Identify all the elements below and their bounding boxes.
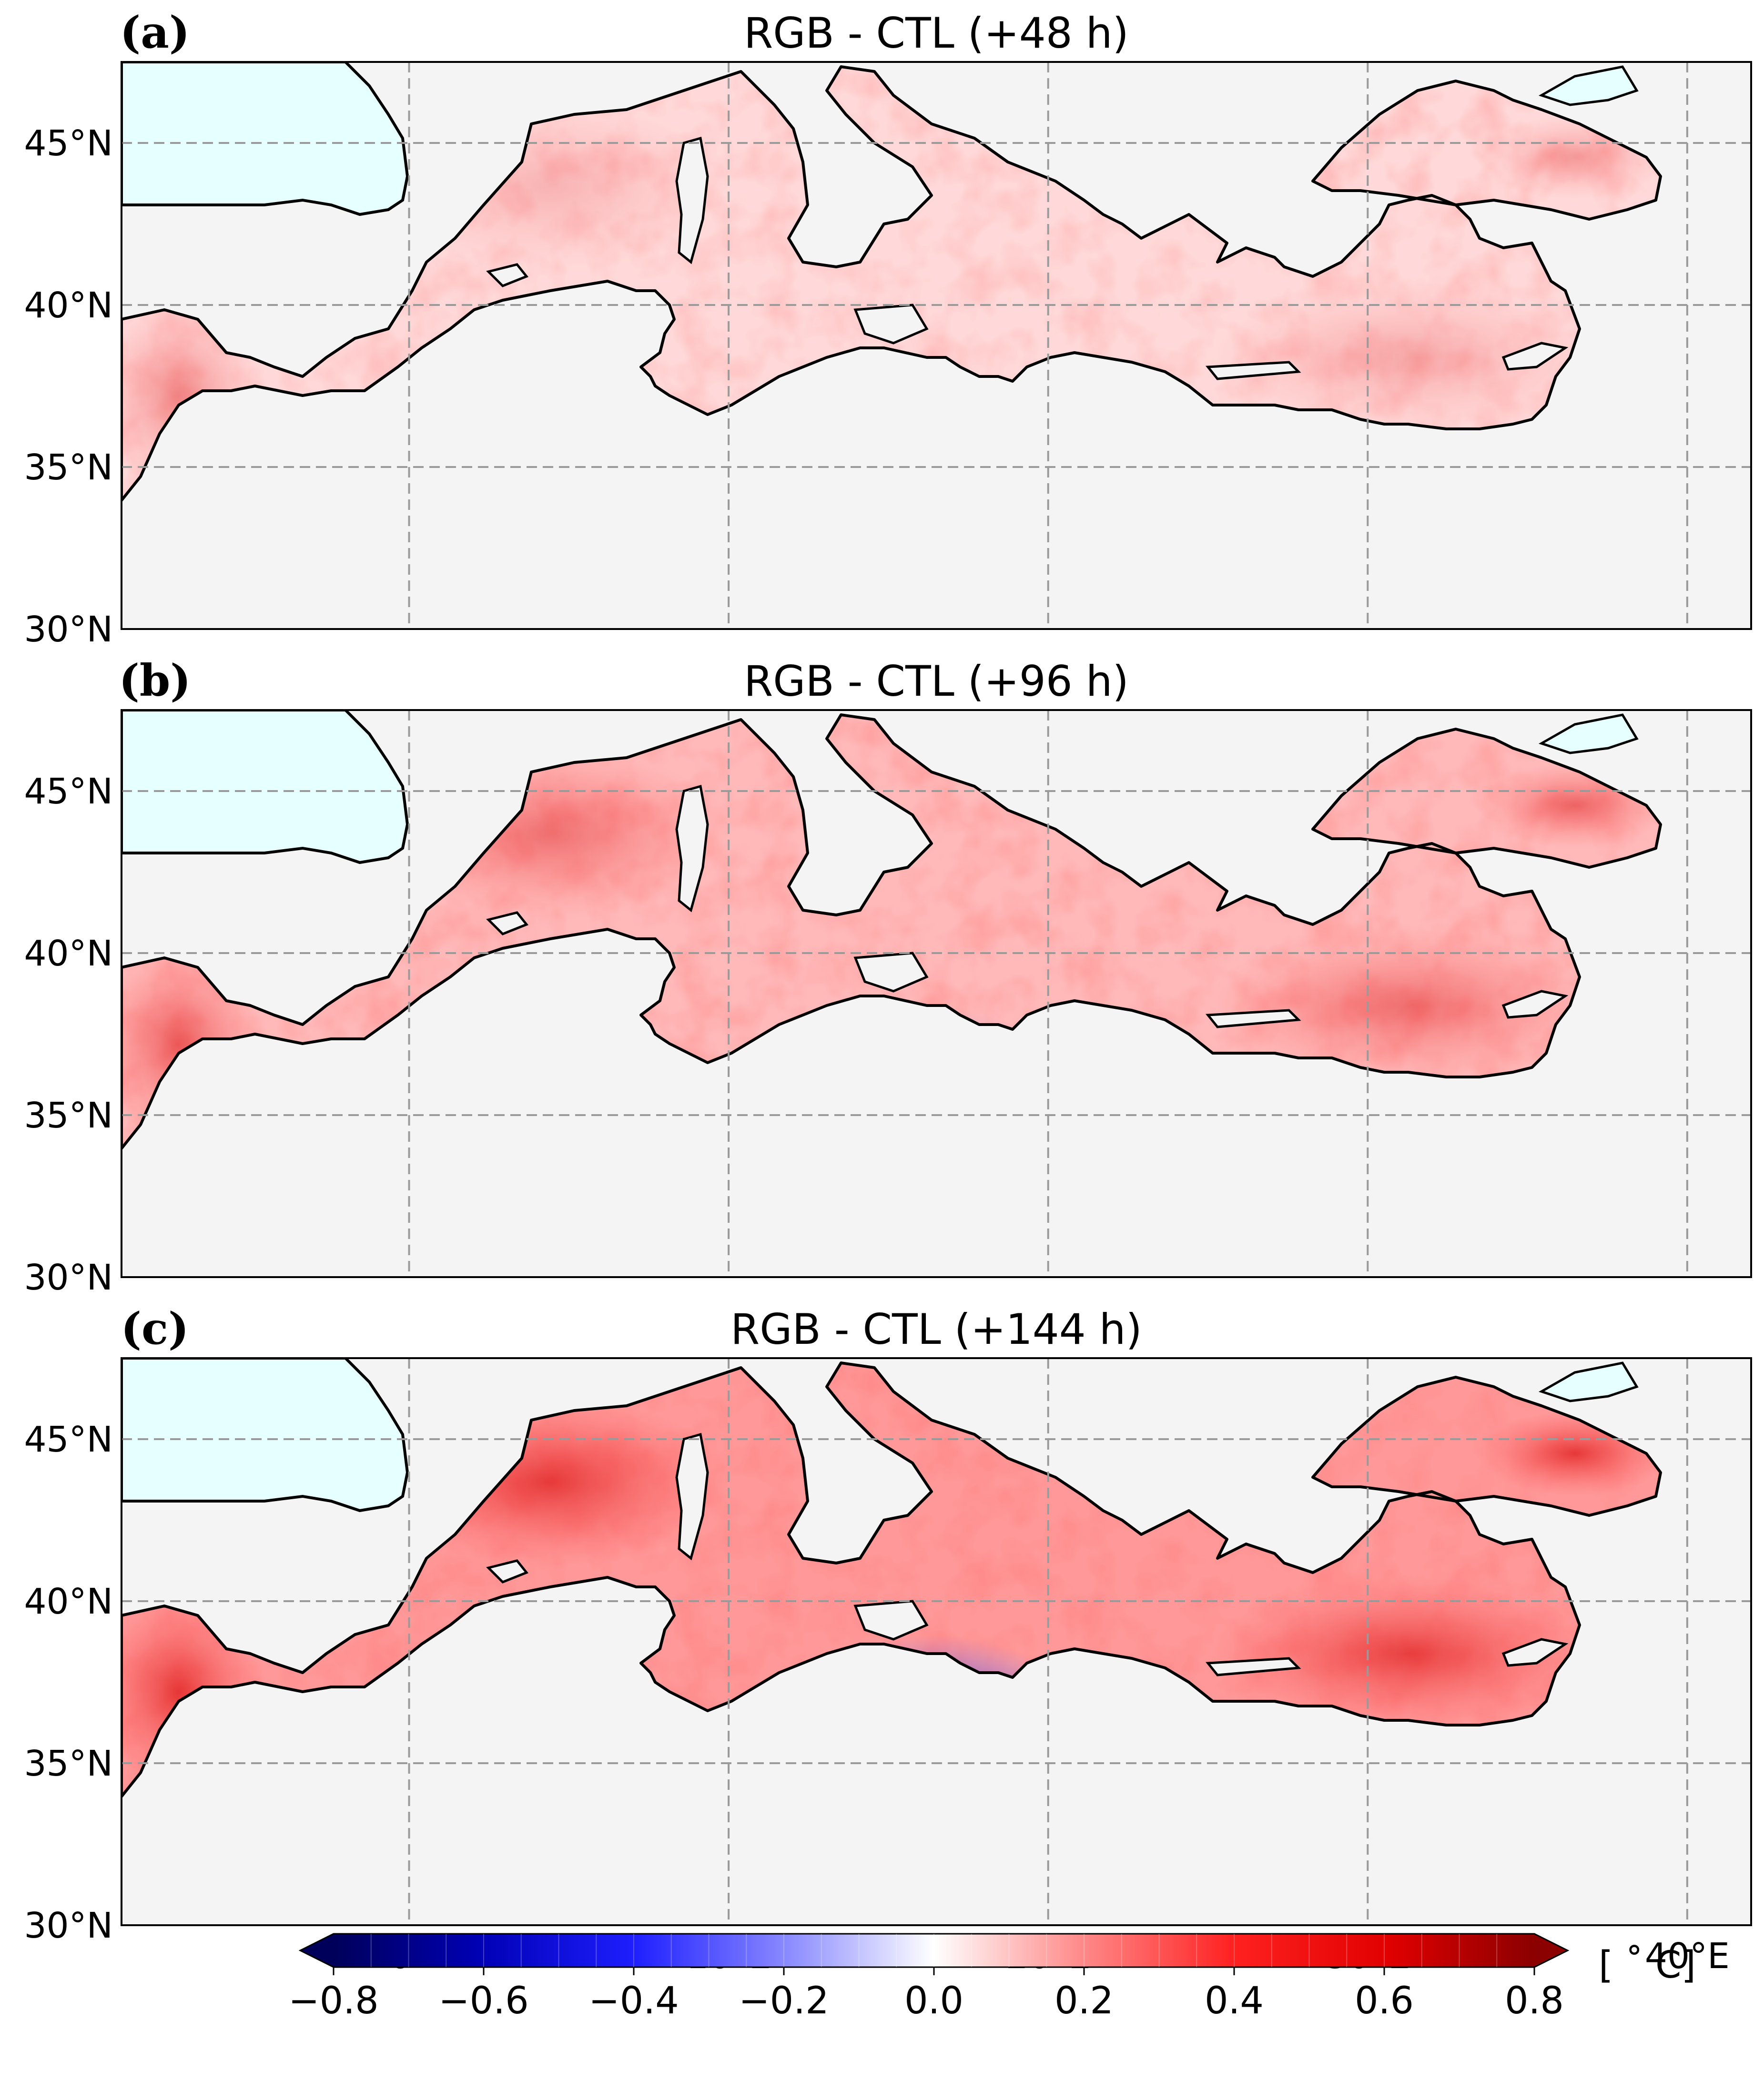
crete [1206, 361, 1301, 380]
panel-label: (a) [120, 7, 190, 58]
atlantic-ocean [122, 1358, 407, 1511]
lat-tick-label: 35°N [24, 1095, 113, 1136]
colorbar-unit: [ ˚ C] [1599, 1944, 1696, 1987]
panel-title: RGB - CTL (+96 h) [744, 657, 1129, 706]
map-panel: 45°N 40°N 35°N 30°N RGB - CTL (+48 h) (a) [24, 7, 1752, 650]
lat-tick-label: 35°N [24, 1743, 113, 1784]
crete [1206, 1657, 1301, 1676]
colorbar-tick-label: −0.6 [438, 1980, 528, 2022]
corsica-sardinia [675, 784, 709, 913]
colorbar-min-extend [300, 1934, 334, 1967]
colorbar-tick-label: 0.8 [1505, 1980, 1564, 2022]
atlantic-ocean [122, 62, 407, 214]
lat-tick-label: 40°N [24, 285, 113, 326]
colorbar-tick-label: −0.8 [288, 1980, 378, 2022]
colorbar-tick-label: −0.2 [739, 1980, 829, 2022]
balearic-islands [486, 263, 529, 287]
lat-tick-label: 40°N [24, 1581, 113, 1622]
sea-of-azov [1538, 1361, 1639, 1402]
balearic-islands [486, 911, 529, 935]
panel-title: RGB - CTL (+48 h) [744, 9, 1129, 58]
lat-tick-label: 45°N [24, 1419, 113, 1460]
panel-frame [121, 709, 1752, 1278]
balearic-islands [486, 1559, 529, 1584]
sea-of-azov [1538, 65, 1639, 106]
atlantic-ocean [122, 710, 407, 863]
sea-of-azov [1538, 713, 1639, 754]
lat-tick-label: 35°N [24, 447, 113, 488]
cyprus [1501, 990, 1569, 1019]
map-panel: 45°N 40°N 35°N 30°N RGB - CTL (+96 h) (b) [24, 655, 1752, 1298]
lat-tick-label: 45°N [24, 123, 113, 164]
panel-frame [121, 1357, 1752, 1926]
colorbar-tick-label: −0.4 [588, 1980, 679, 2022]
lat-tick-label: 30°N [24, 1905, 113, 1946]
cyprus [1501, 1638, 1569, 1667]
colorbar-tick-label: 0.0 [904, 1980, 963, 2022]
lon-tick-label: 40°E [1645, 1936, 1730, 1977]
lat-tick-label: 45°N [24, 771, 113, 812]
colorbar-fill [334, 1934, 1534, 1967]
colorbar-tick-label: 0.4 [1205, 1980, 1264, 2022]
colorbar-max-extend [1534, 1934, 1568, 1967]
panel-label: (c) [121, 1303, 189, 1354]
lat-tick-label: 40°N [24, 933, 113, 974]
cyprus [1501, 342, 1569, 371]
colorbar-tick-label: 0.2 [1054, 1980, 1114, 2022]
panel-label: (b) [119, 655, 191, 706]
colorbar: −0.8 −0.6 −0.4 −0.2 0.0 0.2 0.4 0.6 0.8 [ ˚ C] [288, 1933, 1696, 2022]
colorbar-ticks: −0.8 −0.6 −0.4 −0.2 0.0 0.2 0.4 0.6 0.8 [288, 1934, 1564, 2022]
colorbar-tick-label: 0.6 [1355, 1980, 1414, 2022]
panel-frame [121, 61, 1752, 630]
panel-title: RGB - CTL (+144 h) [730, 1305, 1142, 1354]
lat-tick-label: 30°N [24, 1257, 113, 1298]
corsica-sardinia [675, 1432, 709, 1561]
lat-tick-label: 30°N [24, 609, 113, 650]
crete [1206, 1009, 1301, 1028]
corsica-sardinia [675, 136, 709, 264]
